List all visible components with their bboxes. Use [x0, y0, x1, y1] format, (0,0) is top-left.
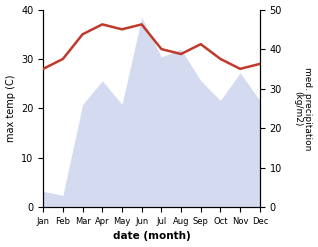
Y-axis label: max temp (C): max temp (C) [5, 75, 16, 142]
X-axis label: date (month): date (month) [113, 231, 190, 242]
Y-axis label: med. precipitation
(kg/m2): med. precipitation (kg/m2) [293, 67, 313, 150]
